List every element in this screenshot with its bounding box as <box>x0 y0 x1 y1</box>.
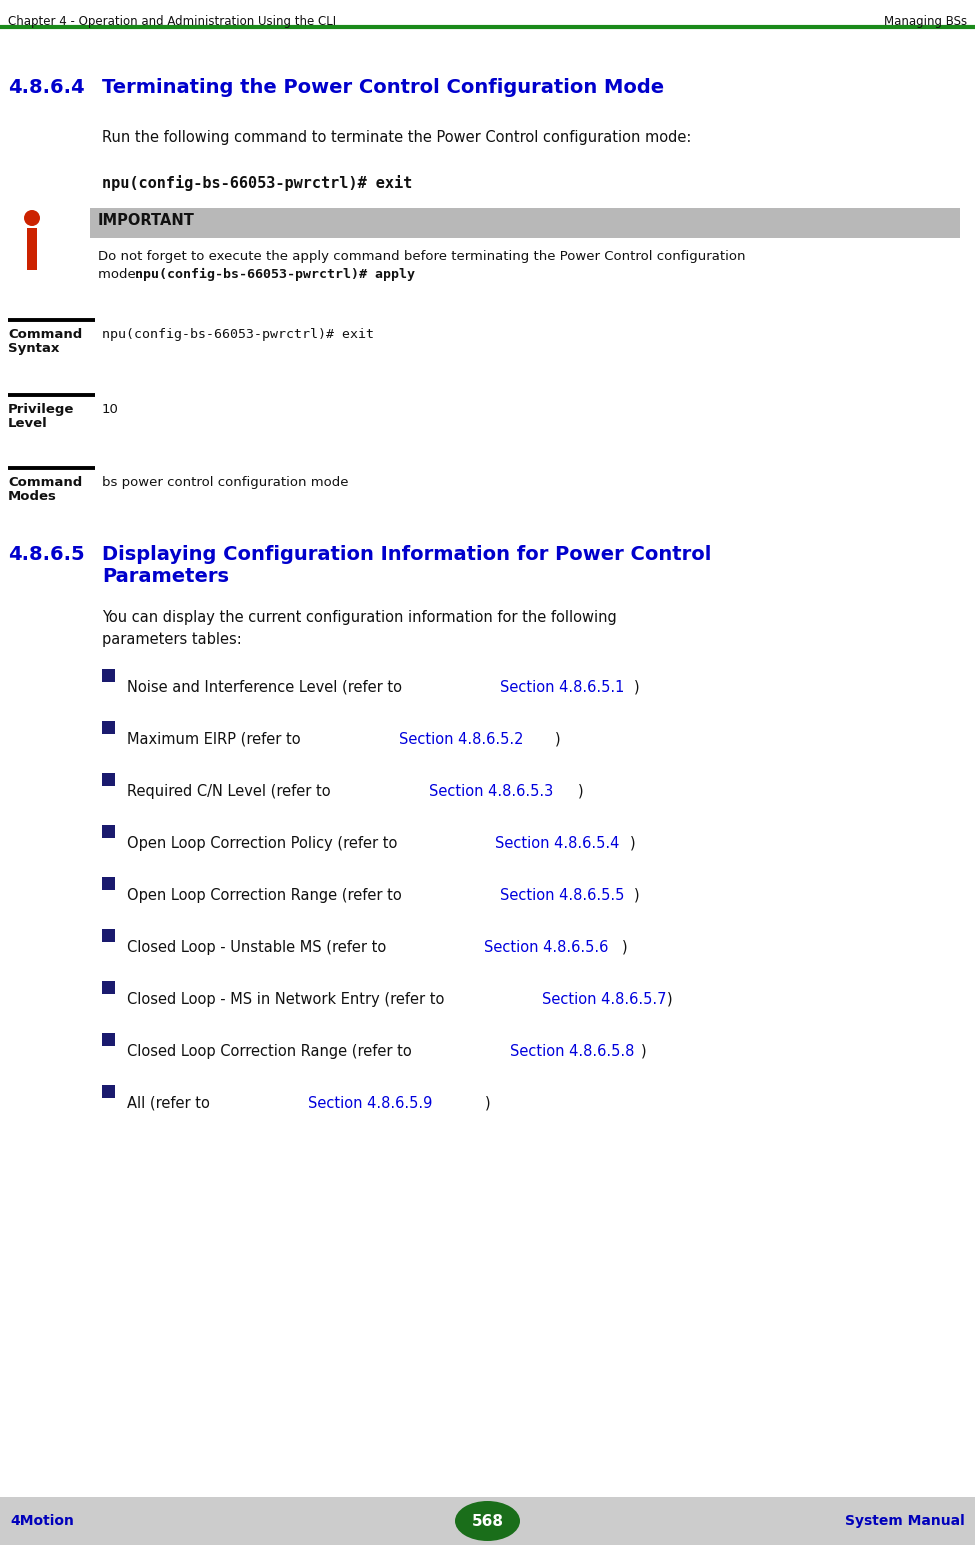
Text: ): ) <box>642 1044 646 1058</box>
Text: Command: Command <box>8 328 82 341</box>
Text: npu(config-bs-66053-pwrctrl)# apply: npu(config-bs-66053-pwrctrl)# apply <box>135 267 415 281</box>
Text: System Manual: System Manual <box>845 1514 965 1528</box>
Text: Level: Level <box>8 417 48 430</box>
Text: Command: Command <box>8 476 82 490</box>
Text: Section 4.8.6.5.1: Section 4.8.6.5.1 <box>500 680 624 695</box>
Text: Managing BSs: Managing BSs <box>884 15 967 28</box>
Text: ): ) <box>555 732 561 746</box>
Text: Displaying Configuration Information for Power Control: Displaying Configuration Information for… <box>102 545 712 564</box>
Text: Section 4.8.6.5.4: Section 4.8.6.5.4 <box>495 836 620 851</box>
Text: Closed Loop - Unstable MS (refer to: Closed Loop - Unstable MS (refer to <box>127 939 391 955</box>
Text: Section 4.8.6.5.6: Section 4.8.6.5.6 <box>485 939 608 955</box>
Bar <box>102 722 115 734</box>
Text: Noise and Interference Level (refer to: Noise and Interference Level (refer to <box>127 680 407 695</box>
Bar <box>90 209 960 238</box>
Text: ): ) <box>485 1095 490 1111</box>
Bar <box>102 981 115 993</box>
Text: Section 4.8.6.5.2: Section 4.8.6.5.2 <box>399 732 523 746</box>
Bar <box>102 1085 115 1098</box>
Bar <box>102 1034 115 1046</box>
Text: Section 4.8.6.5.5: Section 4.8.6.5.5 <box>499 888 624 902</box>
Bar <box>102 825 115 837</box>
Bar <box>102 878 115 890</box>
Text: parameters tables:: parameters tables: <box>102 632 242 647</box>
Text: Modes: Modes <box>8 490 57 504</box>
Text: 10: 10 <box>102 403 119 416</box>
Text: Section 4.8.6.5.7: Section 4.8.6.5.7 <box>542 992 667 1007</box>
Bar <box>102 929 115 942</box>
Text: ): ) <box>667 992 673 1007</box>
Text: Terminating the Power Control Configuration Mode: Terminating the Power Control Configurat… <box>102 77 664 97</box>
Text: 4.8.6.5: 4.8.6.5 <box>8 545 85 564</box>
Text: ): ) <box>634 888 640 902</box>
Text: Section 4.8.6.5.9: Section 4.8.6.5.9 <box>308 1095 432 1111</box>
Text: IMPORTANT: IMPORTANT <box>98 213 195 229</box>
Text: Closed Loop Correction Range (refer to: Closed Loop Correction Range (refer to <box>127 1044 416 1058</box>
Text: bs power control configuration mode: bs power control configuration mode <box>102 476 348 490</box>
Text: ): ) <box>621 939 627 955</box>
Text: 4Motion: 4Motion <box>10 1514 74 1528</box>
Bar <box>102 669 115 681</box>
Text: Maximum EIRP (refer to: Maximum EIRP (refer to <box>127 732 305 746</box>
Text: Section 4.8.6.5.8: Section 4.8.6.5.8 <box>510 1044 634 1058</box>
Text: Do not forget to execute the apply command before terminating the Power Control : Do not forget to execute the apply comma… <box>98 250 746 263</box>
Bar <box>27 229 37 270</box>
Text: Section 4.8.6.5.3: Section 4.8.6.5.3 <box>429 783 553 799</box>
Text: Privilege: Privilege <box>8 403 74 416</box>
Text: Closed Loop - MS in Network Entry (refer to: Closed Loop - MS in Network Entry (refer… <box>127 992 449 1007</box>
Ellipse shape <box>24 210 40 226</box>
Text: ): ) <box>578 783 584 799</box>
Text: Open Loop Correction Range (refer to: Open Loop Correction Range (refer to <box>127 888 407 902</box>
Text: 568: 568 <box>472 1514 503 1528</box>
Text: ): ) <box>630 836 636 851</box>
Text: Syntax: Syntax <box>8 341 59 355</box>
Bar <box>0 1497 975 1545</box>
Bar <box>102 772 115 786</box>
Text: You can display the current configuration information for the following: You can display the current configuratio… <box>102 610 617 626</box>
Text: Required C/N Level (refer to: Required C/N Level (refer to <box>127 783 335 799</box>
Text: npu(config-bs-66053-pwrctrl)# exit: npu(config-bs-66053-pwrctrl)# exit <box>102 328 374 341</box>
Text: mode:: mode: <box>98 267 144 281</box>
Text: Chapter 4 - Operation and Administration Using the CLI: Chapter 4 - Operation and Administration… <box>8 15 336 28</box>
Text: All (refer to: All (refer to <box>127 1095 214 1111</box>
Text: Parameters: Parameters <box>102 567 229 586</box>
Text: npu(config-bs-66053-pwrctrl)# exit: npu(config-bs-66053-pwrctrl)# exit <box>102 175 412 192</box>
Text: ): ) <box>634 680 640 695</box>
Text: Run the following command to terminate the Power Control configuration mode:: Run the following command to terminate t… <box>102 130 691 145</box>
Ellipse shape <box>455 1502 520 1540</box>
Text: 4.8.6.4: 4.8.6.4 <box>8 77 85 97</box>
Text: Open Loop Correction Policy (refer to: Open Loop Correction Policy (refer to <box>127 836 402 851</box>
